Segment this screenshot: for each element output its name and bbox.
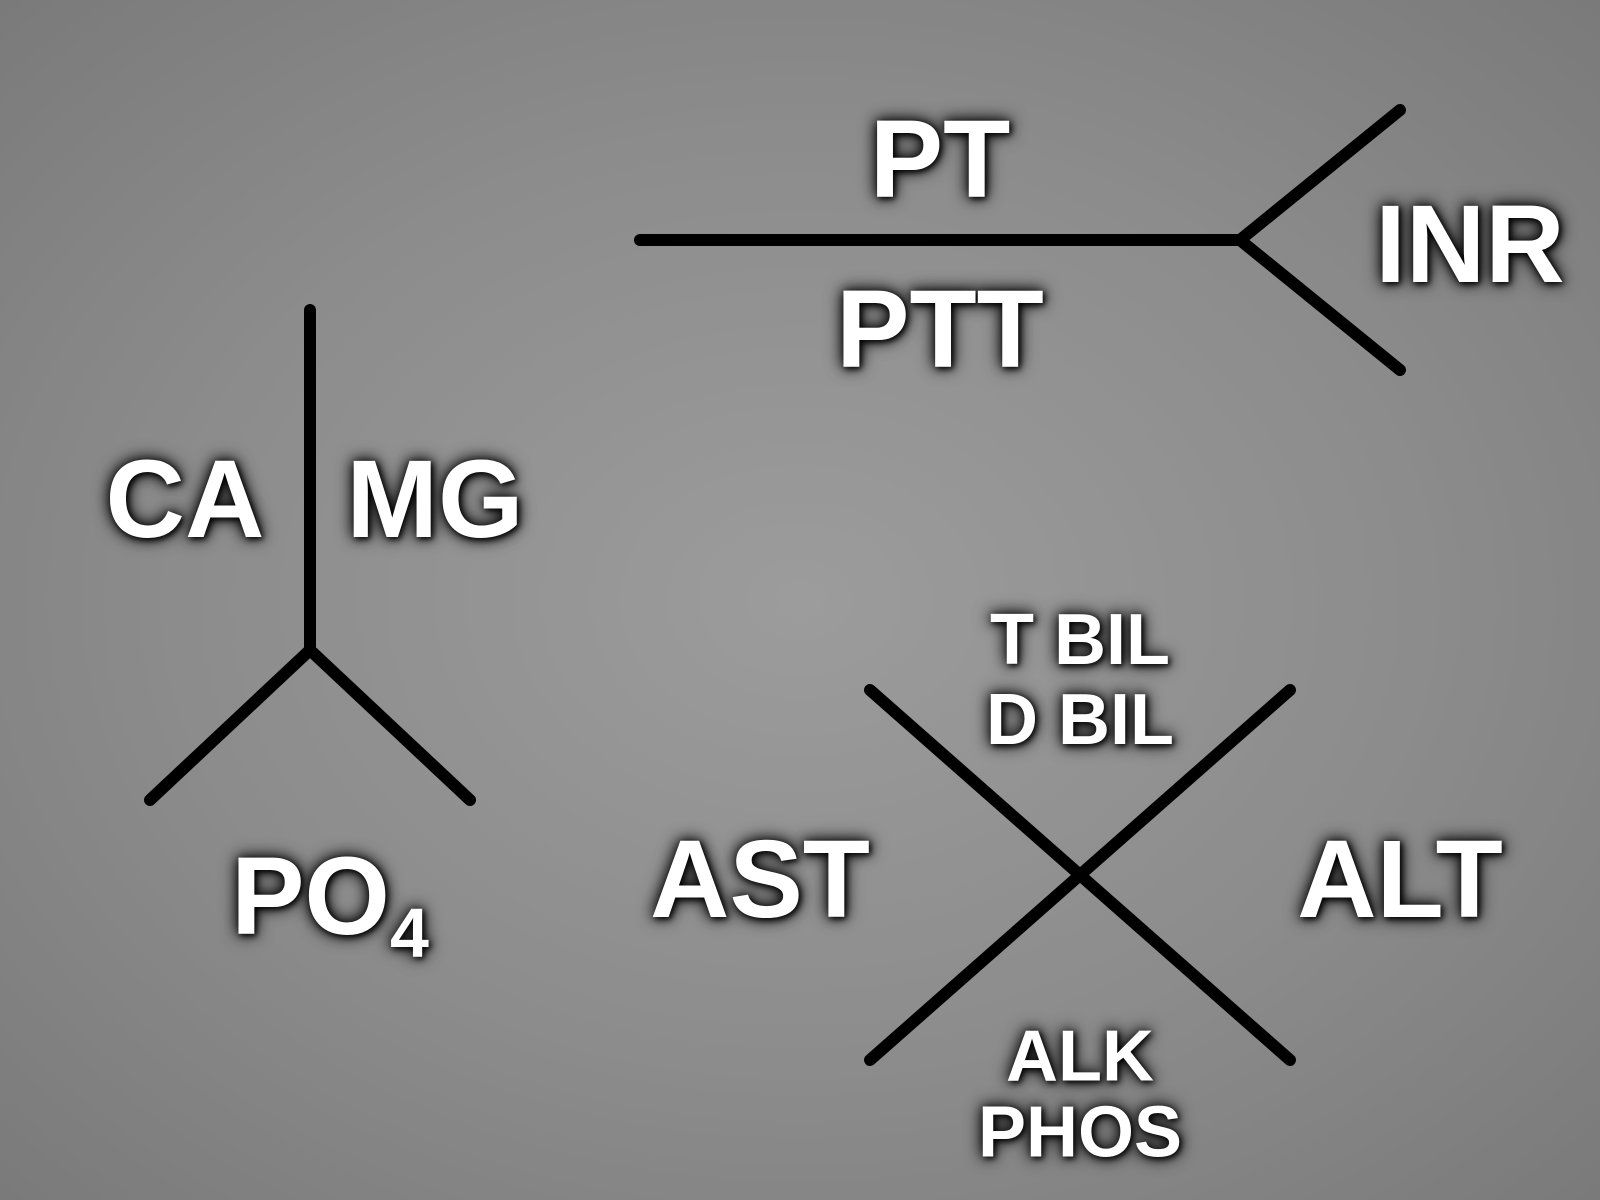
label-dbil: D BIL <box>986 684 1174 756</box>
label-alt: ALT <box>1297 825 1503 935</box>
elec-line-left <box>150 650 310 800</box>
label-ptt: PTT <box>836 275 1044 385</box>
label-tbil: T BIL <box>990 604 1170 676</box>
label-po4-sub: 4 <box>390 894 429 972</box>
label-ca: CA <box>106 445 265 555</box>
label-inr: INR <box>1375 190 1564 300</box>
label-po4-base: PO <box>231 835 390 958</box>
label-po4: PO4 <box>231 842 429 968</box>
elec-line-right <box>310 650 470 800</box>
label-phos: PHOS <box>978 1092 1182 1172</box>
label-mg: MG <box>346 445 523 555</box>
label-pt: PT <box>870 105 1011 215</box>
label-alk: ALK <box>1006 1016 1154 1096</box>
diagram-lines <box>0 0 1600 1200</box>
label-alkphos: ALK PHOS <box>978 1019 1182 1170</box>
label-ast: AST <box>650 825 870 935</box>
